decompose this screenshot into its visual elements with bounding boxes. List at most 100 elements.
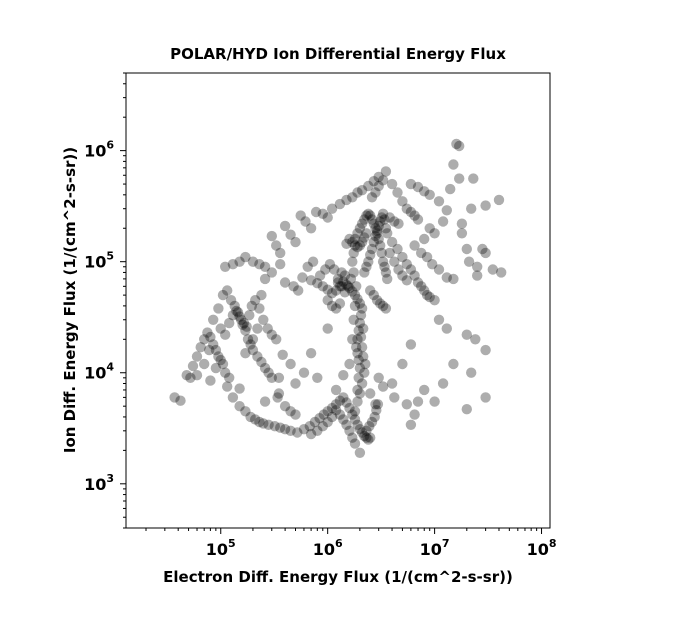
scatter-point [386, 236, 398, 248]
scatter-point [247, 344, 259, 356]
scatter-point [360, 358, 371, 370]
scatter-point [365, 432, 376, 443]
scatter-point [370, 399, 381, 410]
y-tick-label: 103 [84, 472, 114, 494]
scatter-point [363, 256, 374, 267]
scatter-point [366, 214, 378, 225]
scatter-point [375, 216, 386, 227]
scatter-point [208, 339, 219, 350]
axis-ticks: 105 106 107 108 103 104 105 106 [84, 72, 556, 559]
scatter-point [351, 342, 362, 353]
scatter-point [298, 424, 310, 435]
scatter-point [235, 314, 247, 325]
scatter-point [339, 270, 351, 281]
scatter-point [376, 212, 387, 223]
scatter-point [461, 404, 472, 415]
scatter-point [397, 251, 408, 263]
scatter-point [371, 228, 383, 239]
scatter-point [275, 247, 286, 259]
scatter-point [412, 214, 424, 225]
scatter-point [318, 409, 329, 420]
scatter-point [210, 362, 222, 374]
scatter-point [338, 276, 349, 287]
scatter-point [349, 414, 361, 425]
scatter-point [242, 334, 254, 345]
scatter-point [330, 285, 342, 296]
scatter-point [254, 416, 265, 428]
scatter-point [477, 243, 488, 255]
scatter-point [356, 303, 368, 314]
scatter-point [326, 203, 338, 214]
scatter-point [409, 240, 420, 251]
scatter-point [330, 399, 342, 410]
scatter-point [375, 240, 386, 251]
scatter-point [344, 425, 355, 436]
scatter-point [365, 210, 376, 221]
scatter-point [454, 140, 465, 152]
scatter-point [227, 310, 239, 321]
scatter-point [273, 372, 285, 383]
scatter-point [263, 367, 274, 378]
scatter-point [354, 424, 366, 435]
scatter-point [487, 264, 498, 275]
scatter-point [401, 399, 412, 410]
scatter-point [213, 351, 224, 362]
scatter-point [424, 291, 435, 303]
scatter-point [341, 238, 352, 249]
scatter-point [441, 272, 452, 283]
scatter-point [349, 289, 361, 301]
scatter-point [368, 176, 379, 187]
scatter-point [234, 256, 245, 267]
scatter-point [421, 289, 433, 301]
scatter-point [405, 206, 417, 218]
scatter-point [356, 218, 368, 229]
scatter-point [338, 392, 349, 403]
scatter-point [364, 421, 375, 432]
scatter-point [373, 233, 384, 245]
scatter-point [324, 259, 336, 270]
scatter-point [377, 208, 389, 219]
scatter-point [336, 267, 347, 278]
scatter-point [275, 422, 286, 433]
x-axis-label: Electron Diff. Energy Flux (1/(cm^2-s-sr… [163, 568, 513, 586]
scatter-point [377, 300, 389, 312]
scatter-point [409, 210, 420, 221]
scatter-point [419, 233, 430, 245]
scatter-point [344, 282, 355, 294]
scatter-point [448, 358, 459, 370]
scatter-point [220, 367, 231, 378]
scatter-point [361, 261, 372, 272]
scatter-point [275, 259, 286, 270]
scatter-point [254, 303, 265, 314]
scatter-point [250, 414, 261, 425]
scatter-point [305, 275, 317, 286]
scatter-point [314, 270, 326, 281]
scatter-point [401, 203, 412, 214]
scatter-point [349, 233, 361, 245]
scatter-point [213, 303, 224, 314]
scatter-point [361, 228, 372, 239]
scatter-point [317, 421, 328, 432]
scatter-point [468, 173, 479, 184]
scatter-point [368, 289, 379, 301]
scatter-point [322, 323, 333, 334]
scatter-point [373, 220, 384, 232]
scatter-point [285, 425, 296, 436]
scatter-point [295, 210, 306, 221]
scatter-point [259, 362, 271, 374]
chart-title: POLAR/HYD Ion Differential Energy Flux [170, 45, 506, 63]
scatter-point [347, 432, 358, 443]
scatter-point [433, 264, 445, 275]
scatter-point [363, 434, 374, 445]
scatter-point [380, 303, 392, 314]
scatter-point [224, 372, 235, 383]
scatter-point [322, 295, 333, 306]
scatter-point [349, 240, 361, 251]
scatter-point [330, 405, 342, 416]
scatter-point [259, 396, 271, 407]
scatter-point [227, 392, 239, 403]
scatter-point [225, 295, 237, 306]
x-tick-label: 106 [313, 537, 343, 559]
scatter-point [344, 402, 355, 414]
scatter-point [429, 295, 440, 306]
